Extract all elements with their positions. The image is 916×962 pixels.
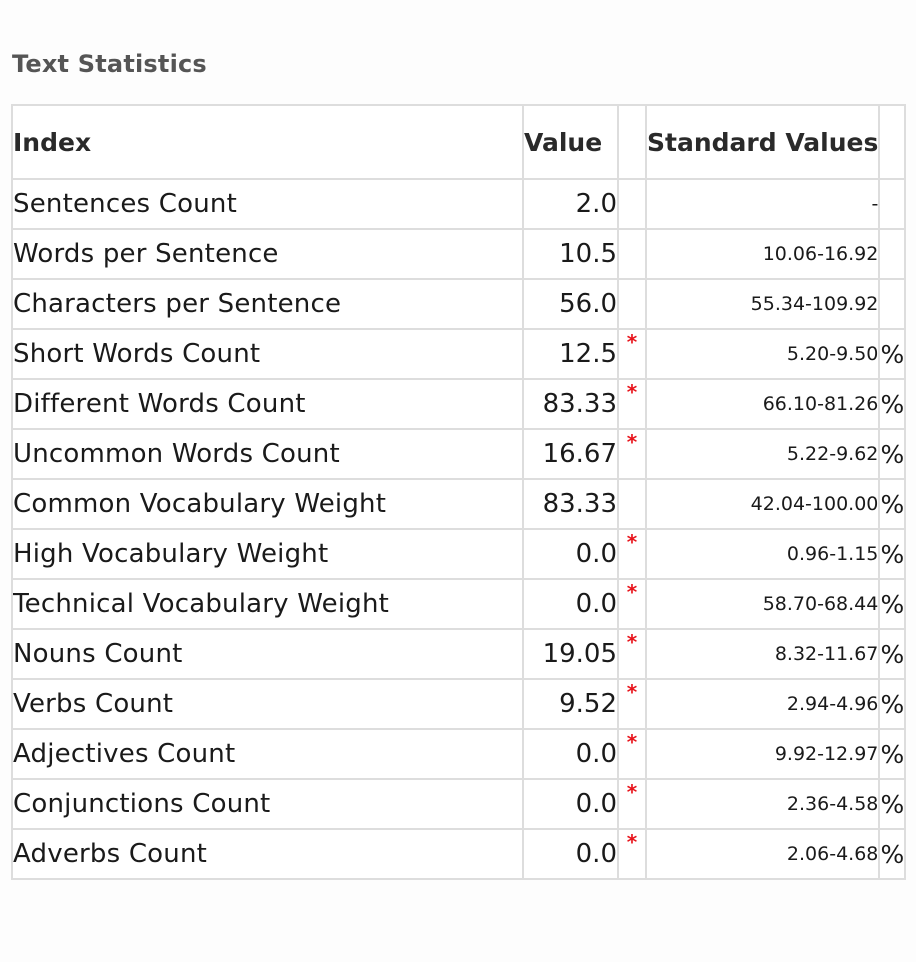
out-of-range-flag: *	[617, 528, 647, 580]
row-standard-range: 5.22-9.62	[644, 428, 881, 480]
row-standard-range: 2.94-4.96	[644, 678, 881, 730]
out-of-range-flag	[617, 278, 647, 330]
out-of-range-flag	[617, 478, 647, 530]
row-index-label: Words per Sentence	[11, 228, 524, 280]
row-value: 0.0	[522, 528, 619, 580]
row-unit: %	[878, 328, 907, 380]
row-unit: %	[878, 828, 907, 880]
row-index-label: Short Words Count	[11, 328, 524, 380]
row-standard-range: 8.32-11.67	[644, 628, 881, 680]
row-index-label: Technical Vocabulary Weight	[11, 578, 524, 630]
row-unit: %	[878, 478, 907, 530]
header-unit	[878, 104, 907, 180]
row-unit: %	[878, 728, 907, 780]
header-value: Value	[522, 104, 619, 180]
row-index-label: Adverbs Count	[11, 828, 524, 880]
row-index-label: Nouns Count	[11, 628, 524, 680]
table-row: Nouns Count 19.05 * 8.32-11.67%	[11, 628, 907, 680]
out-of-range-flag: *	[617, 628, 647, 680]
out-of-range-flag: *	[617, 828, 647, 880]
row-value: 19.05	[522, 628, 619, 680]
row-index-label: Conjunctions Count	[11, 778, 524, 830]
row-unit: %	[878, 428, 907, 480]
row-index-label: Verbs Count	[11, 678, 524, 730]
row-index-label: Common Vocabulary Weight	[11, 478, 524, 530]
row-index-label: Sentences Count	[11, 178, 524, 230]
row-value: 56.0	[522, 278, 619, 330]
page-title: Text Statistics	[12, 50, 207, 78]
table-row: Technical Vocabulary Weight 0.0 * 58.70-68.…	[11, 578, 907, 630]
row-standard-range: 9.92-12.97	[644, 728, 881, 780]
row-value: 0.0	[522, 578, 619, 630]
row-standard-range: 2.06-4.68	[644, 828, 881, 880]
table-row: Adjectives Count 0.0 * 9.92-12.97%	[11, 728, 907, 780]
out-of-range-flag: *	[617, 678, 647, 730]
table-row: High Vocabulary Weight 0.0 * 0.96-1.15%	[11, 528, 907, 580]
out-of-range-flag	[617, 178, 647, 230]
row-unit: %	[878, 378, 907, 430]
row-index-label: High Vocabulary Weight	[11, 528, 524, 580]
row-standard-range: 58.70-68.44	[644, 578, 881, 630]
row-unit: %	[878, 578, 907, 630]
table-body: Sentences Count 2.0- Words per Sentence 10.…	[11, 178, 907, 880]
header-index: Index	[11, 104, 524, 180]
row-index-label: Characters per Sentence	[11, 278, 524, 330]
row-index-label: Different Words Count	[11, 378, 524, 430]
row-standard-range: 10.06-16.92	[644, 228, 881, 280]
table-row: Verbs Count 9.52 * 2.94-4.96%	[11, 678, 907, 730]
header-flag	[617, 104, 647, 180]
row-value: 2.0	[522, 178, 619, 230]
out-of-range-flag: *	[617, 378, 647, 430]
row-value: 0.0	[522, 728, 619, 780]
row-index-label: Uncommon Words Count	[11, 428, 524, 480]
row-value: 83.33	[522, 378, 619, 430]
out-of-range-flag: *	[617, 578, 647, 630]
row-unit: %	[878, 778, 907, 830]
row-value: 16.67	[522, 428, 619, 480]
row-standard-range: 0.96-1.15	[644, 528, 881, 580]
row-unit: %	[878, 528, 907, 580]
text-statistics-table: Index Value Standard Values Sentences Co…	[11, 104, 907, 880]
table-row: Words per Sentence 10.5 10.06-16.92	[11, 228, 907, 280]
row-index-label: Adjectives Count	[11, 728, 524, 780]
row-value: 0.0	[522, 778, 619, 830]
table-row: Conjunctions Count 0.0 * 2.36-4.58%	[11, 778, 907, 830]
table-row: Sentences Count 2.0-	[11, 178, 907, 230]
row-value: 83.33	[522, 478, 619, 530]
table-row: Uncommon Words Count 16.67 * 5.22-9.62%	[11, 428, 907, 480]
table-row: Different Words Count 83.33 * 66.10-81.26%	[11, 378, 907, 430]
row-value: 9.52	[522, 678, 619, 730]
header-standard-values: Standard Values	[644, 104, 881, 180]
row-standard-range: 55.34-109.92	[644, 278, 881, 330]
row-standard-range: 42.04-100.00	[644, 478, 881, 530]
row-unit	[878, 278, 907, 330]
out-of-range-flag: *	[617, 328, 647, 380]
out-of-range-flag	[617, 228, 647, 280]
row-unit: %	[878, 678, 907, 730]
row-unit: %	[878, 628, 907, 680]
out-of-range-flag: *	[617, 728, 647, 780]
table-row: Short Words Count 12.5 * 5.20-9.50%	[11, 328, 907, 380]
row-value: 0.0	[522, 828, 619, 880]
row-unit	[878, 178, 907, 230]
out-of-range-flag: *	[617, 428, 647, 480]
table-row: Adverbs Count 0.0 * 2.06-4.68%	[11, 828, 907, 880]
row-standard-range: 66.10-81.26	[644, 378, 881, 430]
table-header-row: Index Value Standard Values	[11, 104, 907, 180]
row-standard-range: 5.20-9.50	[644, 328, 881, 380]
table-row: Characters per Sentence 56.0 55.34-109.92	[11, 278, 907, 330]
table-row: Common Vocabulary Weight 83.33 42.04-100.0…	[11, 478, 907, 530]
row-value: 12.5	[522, 328, 619, 380]
row-standard-range: 2.36-4.58	[644, 778, 881, 830]
row-standard-range: -	[644, 178, 881, 230]
row-unit	[878, 228, 907, 280]
row-value: 10.5	[522, 228, 619, 280]
out-of-range-flag: *	[617, 778, 647, 830]
